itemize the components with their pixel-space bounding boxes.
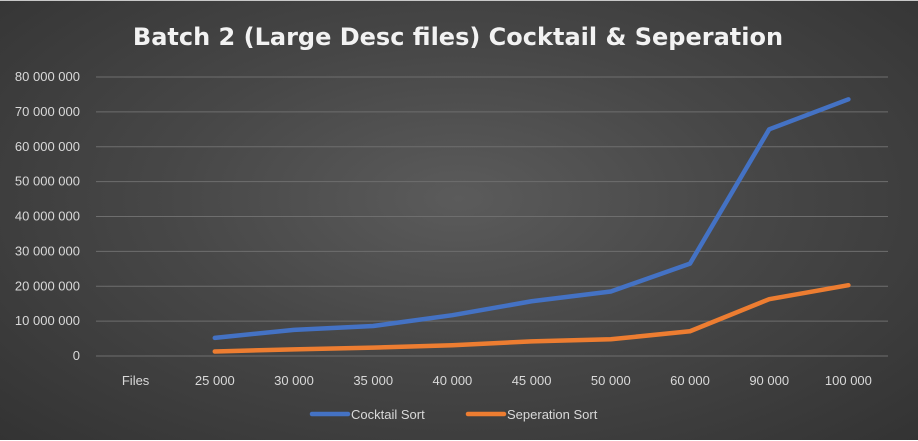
x-tick-label: 100 000 — [825, 373, 872, 388]
y-tick-label: 0 — [73, 348, 80, 363]
x-tick-label: 40 000 — [433, 373, 473, 388]
y-tick-label: 20 000 000 — [15, 278, 80, 293]
y-axis-ticks: 0 10 000 000 20 000 000 30 000 000 40 000 00… — [15, 69, 80, 363]
x-tick-label: 25 000 — [195, 373, 235, 388]
x-tick-label: 90 000 — [749, 373, 789, 388]
y-tick-label: 80 000 000 — [15, 69, 80, 84]
y-tick-label: 30 000 000 — [15, 243, 80, 258]
series-line-1 — [215, 99, 849, 338]
y-tick-label: 70 000 000 — [15, 104, 80, 119]
y-tick-label: 50 000 000 — [15, 174, 80, 189]
x-tick-label: 50 000 — [591, 373, 631, 388]
x-tick-label: 45 000 — [512, 373, 552, 388]
x-axis-ticks: Files 25 000 30 000 35 000 40 000 45 000 50 00… — [122, 373, 872, 388]
x-tick-label: 35 000 — [353, 373, 393, 388]
legend-label: Seperation Sort — [507, 407, 598, 422]
y-tick-label: 40 000 000 — [15, 209, 80, 224]
y-tick-label: 60 000 000 — [15, 139, 80, 154]
series-line-2 — [215, 285, 849, 351]
legend: Cocktail Sort Seperation Sort — [312, 407, 598, 422]
gridlines — [96, 77, 888, 356]
series-lines — [215, 99, 849, 351]
x-tick-label: 30 000 — [274, 373, 314, 388]
x-tick-label: 60 000 — [670, 373, 710, 388]
legend-label: Cocktail Sort — [351, 407, 425, 422]
x-tick-label: Files — [122, 373, 150, 388]
y-tick-label: 10 000 000 — [15, 313, 80, 328]
chart-title: Batch 2 (Large Desc files) Cocktail & Se… — [133, 23, 783, 51]
